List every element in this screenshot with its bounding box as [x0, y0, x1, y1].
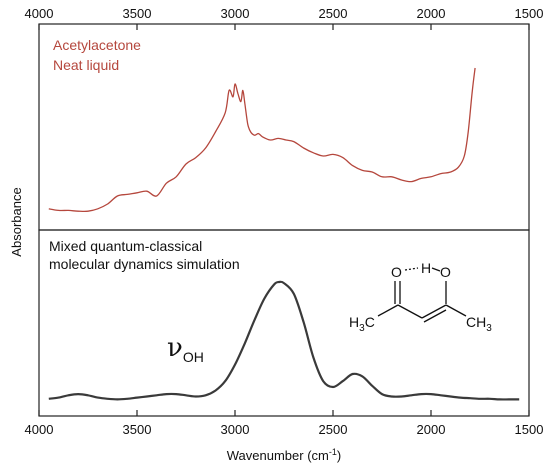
- x-tick-label: 3500: [123, 422, 152, 437]
- bottom-annotation-line1: Mixed quantum-classical: [49, 238, 202, 254]
- top-annotation-line2: Neat liquid: [53, 57, 119, 73]
- x-tick-label: 3000: [221, 6, 250, 21]
- mol-ch-c-double-bond-a: [421, 304, 447, 319]
- mol-right-methyl-bond: [445, 304, 467, 317]
- x-tick-label: 4000: [25, 6, 54, 21]
- x-axis-title: Wavenumber (cm-1): [227, 447, 341, 463]
- y-axis-title: Absorbance: [9, 187, 24, 256]
- x-tick-label: 2500: [319, 6, 348, 21]
- x-tick-label: 2000: [417, 422, 446, 437]
- x-tick-label: 2000: [417, 6, 446, 21]
- mol-left-methyl: H3C: [349, 314, 375, 334]
- mol-right-methyl: CH3: [466, 314, 492, 334]
- mol-c-ch-bond: [397, 304, 423, 319]
- bottom-annotation-line2: molecular dynamics simulation: [49, 256, 240, 272]
- x-tick-label: 3000: [221, 422, 250, 437]
- bottom-x-axis-ticks: 4000 3500 3000 2500 2000 1500: [25, 410, 544, 437]
- mol-h-bond-dots: [404, 267, 419, 271]
- x-tick-label: 1500: [515, 6, 544, 21]
- simulation-spectrum-line: [48, 280, 520, 401]
- bottom-panel-frame: [38, 229, 530, 417]
- acetylacetone-structure: O H O H3C CH3: [349, 260, 492, 334]
- x-tick-label: 3500: [123, 6, 152, 21]
- mol-oxygen-right: O: [440, 264, 451, 280]
- mol-oxygen-left: O: [391, 264, 402, 280]
- x-tick-label: 4000: [25, 422, 54, 437]
- nu-oh-label: νOH: [167, 333, 204, 365]
- mol-oh-bond: [431, 267, 441, 272]
- mol-ch-c-double-bond-b: [423, 309, 447, 323]
- mol-hydrogen: H: [421, 260, 431, 276]
- top-x-axis-ticks: 4000 3500 3000 2500 2000 1500: [25, 6, 544, 30]
- experiment-spectrum-line: [48, 67, 476, 213]
- x-tick-label: 1500: [515, 422, 544, 437]
- x-tick-label: 2500: [319, 422, 348, 437]
- top-annotation-line1: Acetylacetone: [53, 37, 141, 53]
- mol-left-methyl-bond: [377, 304, 399, 317]
